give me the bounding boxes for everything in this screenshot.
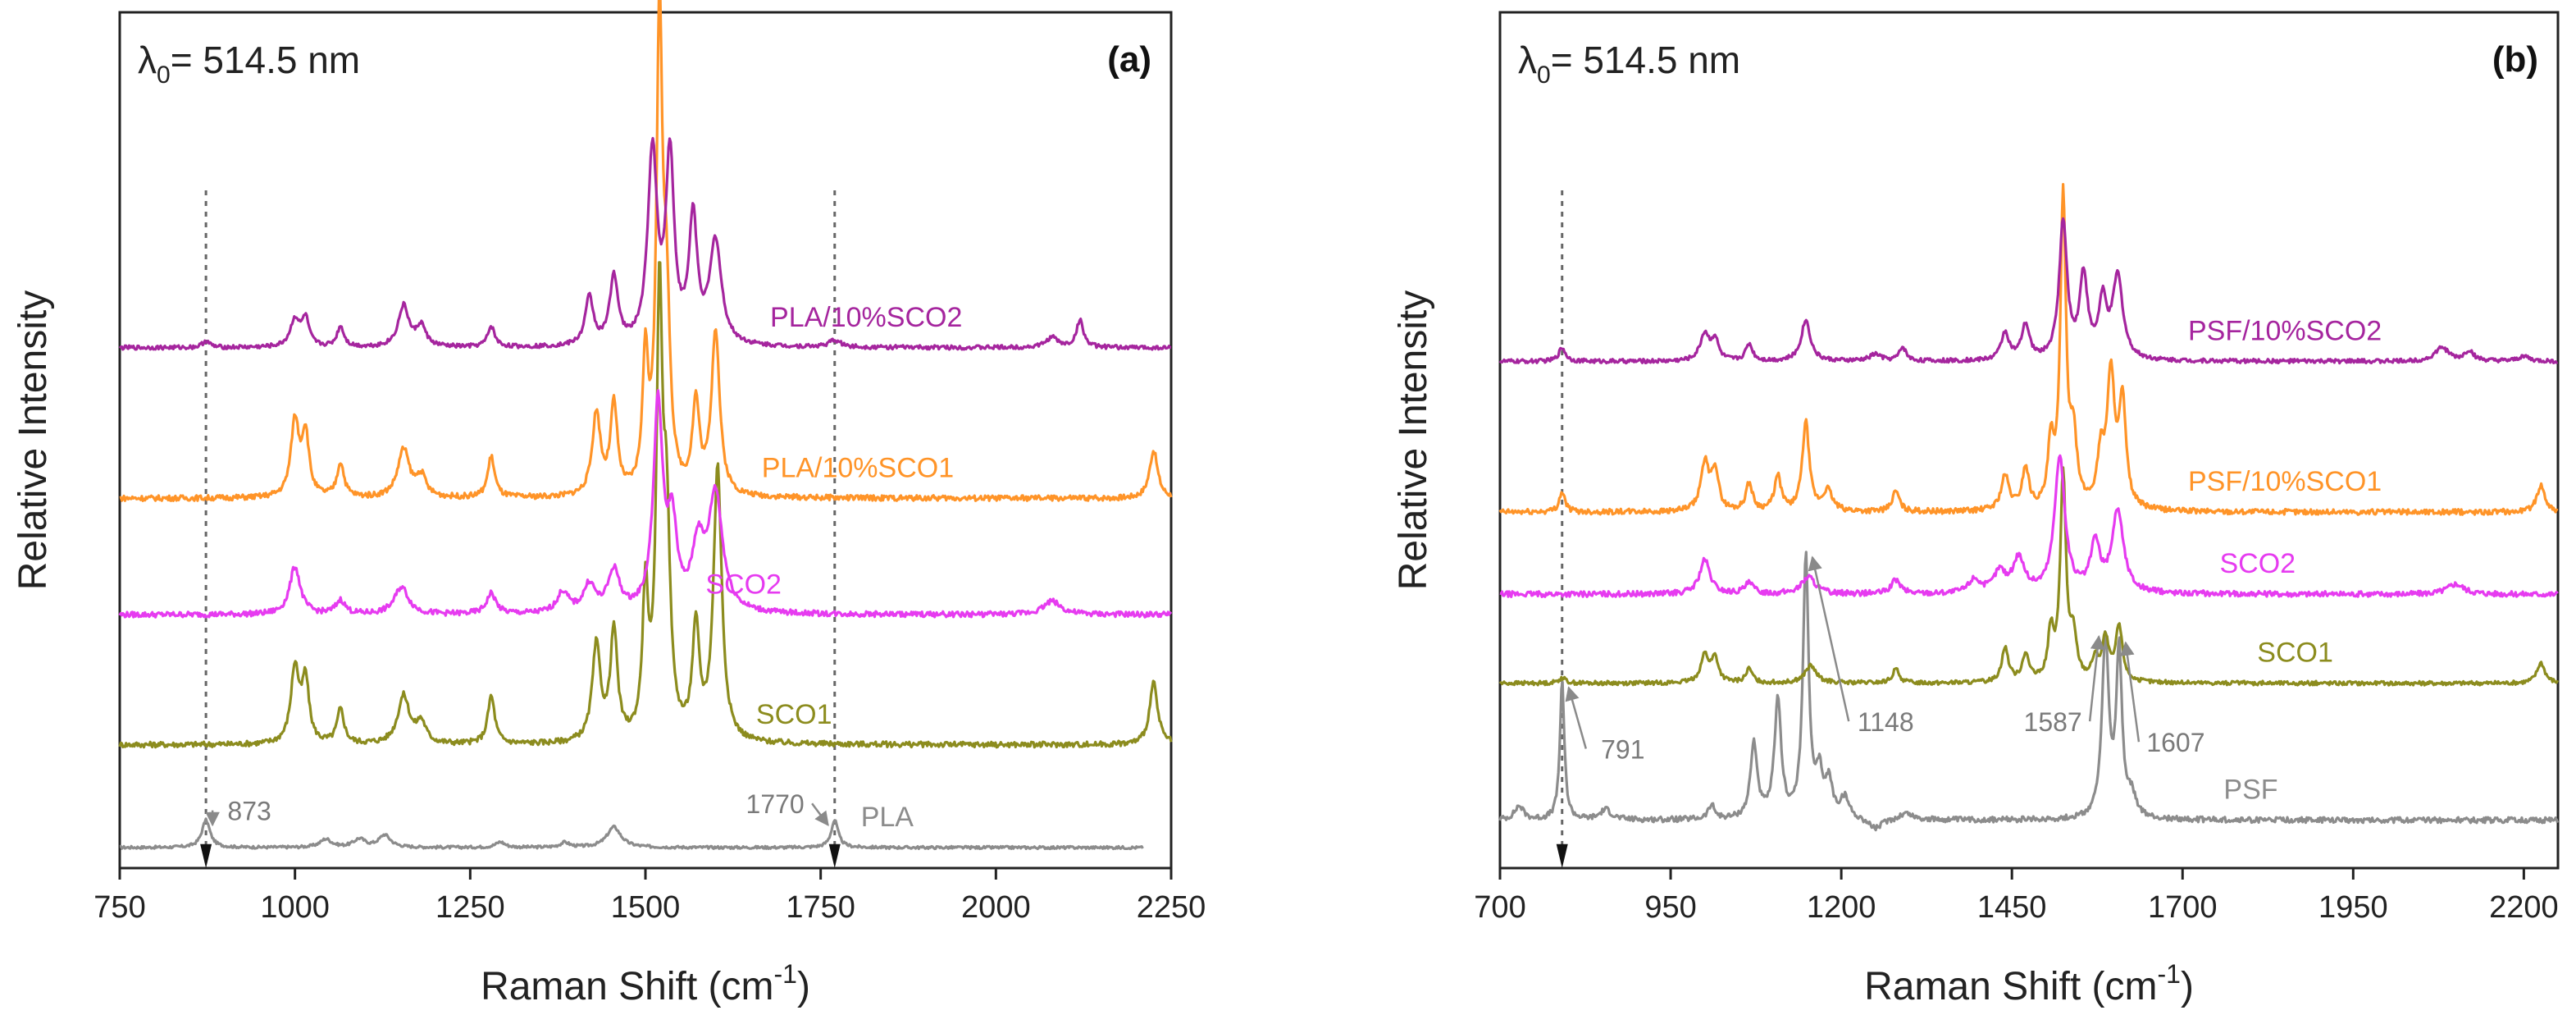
series-line-psf (1498, 551, 2560, 832)
peak-annotation: 1607 (2146, 728, 2204, 757)
annotation-arrow (1565, 686, 1588, 749)
x-axis-title: Raman Shift (cm-1) (481, 959, 810, 1008)
x-tick-label: 1200 (1807, 890, 1876, 925)
panel-label: (a) (1107, 39, 1151, 80)
annotation-arrow (1808, 555, 1850, 722)
x-tick-label: 1950 (2318, 890, 2388, 925)
series-label: SCO1 (2257, 638, 2333, 669)
plot-frame (1498, 11, 2560, 870)
x-tick-label: 700 (1474, 890, 1525, 925)
series-label: PSF (2223, 775, 2277, 806)
series-line-sco1 (1498, 466, 2560, 687)
x-tick-label: 2200 (2489, 890, 2559, 925)
peak-annotation: 791 (1601, 734, 1644, 764)
marker-arrow-1770 (828, 843, 841, 868)
x-axis-title: Raman Shift (cm-1) (1864, 959, 2194, 1008)
panel-label: (b) (2492, 39, 2538, 80)
y-axis-title: Relative Intensity (1392, 290, 1435, 591)
series-label: SCO2 (705, 569, 782, 600)
excitation-wavelength: λ0= 514.5 nm (138, 39, 360, 89)
panel-a: PLA SCO1 SCO2 PLA/10%SCO1 PLA/10%SCO2 873 1770… (11, 0, 1206, 1008)
x-tick-label: 1700 (2148, 890, 2218, 925)
series-line-pla-10-sco2 (118, 136, 1172, 351)
series-label: PLA (861, 802, 914, 833)
x-tick-label: 1250 (435, 890, 505, 925)
peak-annotation: 1148 (1858, 707, 1914, 737)
x-tick-label: 2250 (1137, 890, 1206, 925)
x-tick-label: 950 (1644, 890, 1696, 925)
series-label: SCO1 (756, 699, 832, 730)
marker-arrow-873 (200, 843, 212, 868)
x-tick-label: 750 (93, 890, 145, 925)
excitation-wavelength: λ0= 514.5 nm (1518, 39, 1740, 89)
x-tick-label: 2000 (961, 890, 1031, 925)
marker-arrow-791 (1556, 843, 1568, 868)
x-tick-label: 1450 (1977, 890, 2047, 925)
series-label: SCO2 (2220, 548, 2296, 579)
series-line-sco2 (1499, 454, 2559, 598)
panel-b: PSF SCO1 SCO2 PSF/10%SCO1 PSF/10%SCO2 791 1148… (1392, 11, 2560, 1008)
series-label: PLA/10%SCO2 (770, 302, 962, 333)
series-line-pla (119, 817, 1144, 851)
series-label: PLA/10%SCO1 (762, 452, 954, 483)
series-label: PSF/10%SCO2 (2188, 316, 2382, 347)
peak-annotation: 873 (227, 797, 271, 826)
series-line-psf-10-sco2 (1498, 217, 2559, 365)
x-tick-label: 1000 (260, 890, 330, 925)
annotation-arrow (2120, 641, 2141, 743)
y-axis-title: Relative Intensity (11, 290, 55, 591)
peak-annotation: 1587 (2024, 707, 2082, 737)
series-label: PSF/10%SCO1 (2188, 466, 2382, 497)
annotation-arrow (811, 802, 829, 826)
annotation-arrow (2088, 634, 2105, 722)
x-tick-label: 1500 (611, 890, 681, 925)
series-line-pla-10-sco1 (119, 0, 1173, 502)
series-line-sco1 (118, 261, 1173, 749)
peak-annotation: 1770 (746, 789, 805, 819)
x-tick-label: 1750 (786, 890, 855, 925)
series-line-sco2 (118, 389, 1173, 619)
series-line-psf-10-sco1 (1498, 183, 2559, 516)
